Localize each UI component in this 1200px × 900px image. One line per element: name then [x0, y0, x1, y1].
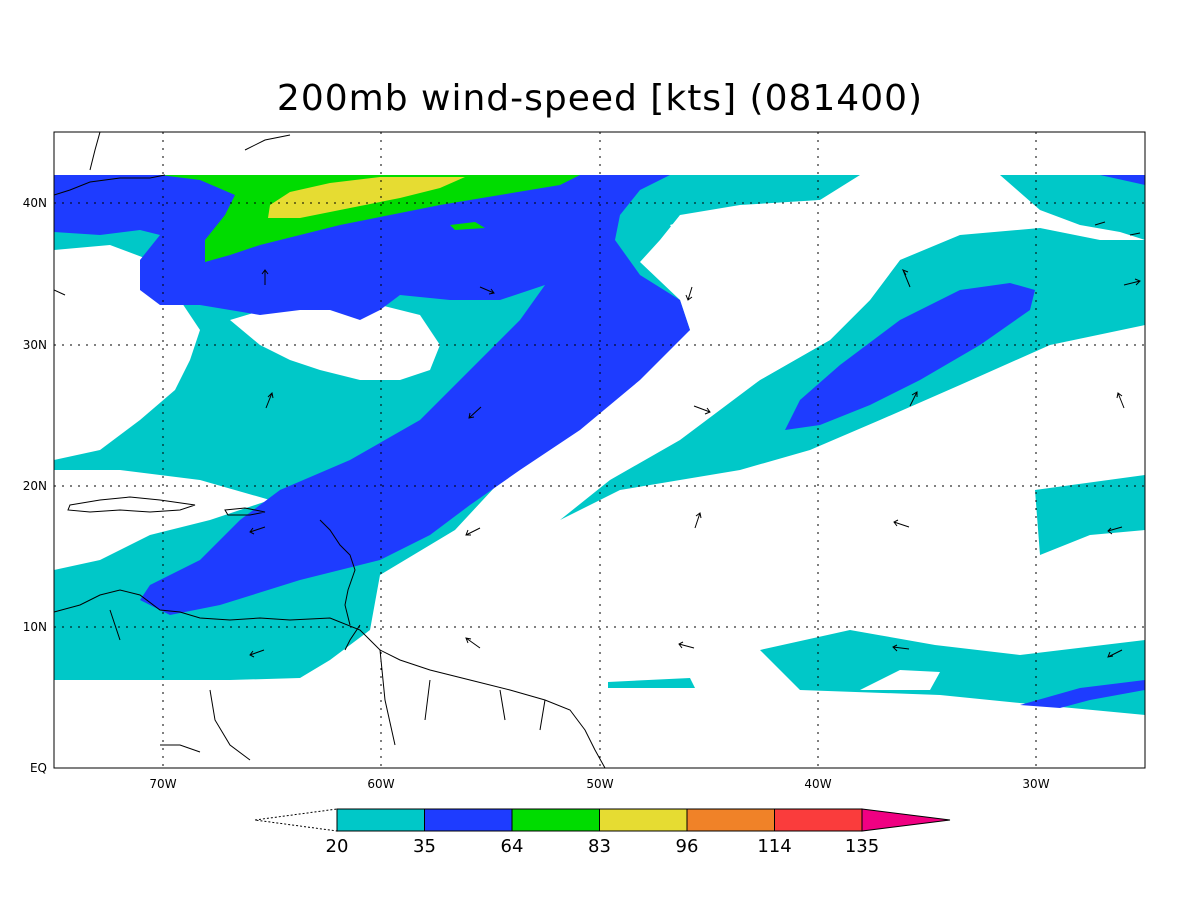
legend-label-114: 114	[757, 836, 791, 857]
cuba-hispaniola	[67, 496, 266, 516]
wind-vectors	[249, 268, 1141, 658]
wind-band-35-64-jet	[54, 175, 690, 615]
wind-arrow	[465, 637, 481, 649]
plot-frame	[53, 131, 1146, 769]
calm-area-southeast	[860, 670, 940, 690]
wind-band-64-83-small	[450, 222, 485, 230]
lesser-antilles	[319, 519, 361, 651]
calm-area-central	[560, 255, 900, 500]
lon-label-40w: 40W	[804, 777, 831, 791]
wind-arrow	[1107, 526, 1123, 535]
wind-arrow	[901, 268, 911, 288]
wind-arrow	[479, 286, 495, 295]
lon-label-60w: 60W	[367, 777, 394, 791]
legend-label-35: 35	[413, 836, 436, 857]
legend-label-64: 64	[501, 836, 524, 857]
wind-band-20-35-east	[1035, 475, 1145, 555]
wind-arrow	[893, 519, 910, 528]
north-america-coast	[54, 132, 291, 296]
lat-label-20n: 20N	[23, 479, 47, 493]
south-america-borders	[109, 609, 546, 761]
wind-arrow	[685, 286, 693, 301]
calm-area-southwest-gulf	[54, 470, 270, 570]
wind-arrow	[1123, 278, 1141, 286]
legend-swatch	[424, 808, 513, 832]
wind-arrow	[1116, 392, 1125, 409]
legend-swatch	[336, 808, 425, 832]
lat-label-30n: 30N	[23, 338, 47, 352]
wind-band-83-96	[268, 177, 465, 218]
legend-label-96: 96	[676, 836, 699, 857]
wind-band-64-83	[160, 175, 580, 262]
map-title: 200mb wind-speed [kts] (081400)	[276, 78, 924, 119]
legend-swatch	[511, 808, 600, 832]
lon-label-30w: 30W	[1022, 777, 1049, 791]
lon-label-70w: 70W	[149, 777, 176, 791]
legend-label-135: 135	[845, 836, 879, 857]
wind-arrow	[249, 649, 265, 658]
legend-high-arrow	[861, 808, 951, 832]
legend-label-83: 83	[588, 836, 611, 857]
lat-axis-labels: 40N 30N 20N 10N EQ	[23, 196, 47, 775]
wind-arrow	[468, 406, 482, 419]
lat-label-10n: 10N	[23, 620, 47, 634]
color-legend: 20 35 64 83 96 114 135	[254, 808, 951, 857]
lon-label-50w: 50W	[586, 777, 613, 791]
lat-label-40n: 40N	[23, 196, 47, 210]
calm-area-loop	[230, 300, 440, 380]
northeast-islands	[1094, 221, 1141, 236]
wind-arrow	[678, 641, 695, 649]
wind-band-20-35-small	[608, 678, 695, 688]
calm-area-northcentral	[670, 180, 880, 265]
legend-swatch	[774, 808, 863, 832]
wind-band-20-35-south	[760, 630, 1145, 715]
wind-band-35-64-southeast	[1020, 680, 1145, 708]
wind-arrow	[249, 526, 266, 535]
wind-arrow	[1107, 649, 1123, 658]
south-america-coast	[54, 589, 606, 768]
wind-arrow	[465, 527, 481, 536]
coastlines	[54, 132, 1141, 768]
wind-arrow	[261, 269, 269, 285]
legend-swatch	[599, 808, 688, 832]
wind-band-35-64-east-core	[785, 283, 1035, 430]
wind-arrow	[265, 391, 274, 409]
wind-band-20-35-north	[1000, 175, 1145, 240]
wind-speed-shading	[54, 132, 1145, 768]
legend-label-20: 20	[326, 836, 349, 857]
wind-band-35-64-northeast-corner	[1100, 175, 1145, 185]
wind-arrow	[892, 644, 910, 652]
wind-arrow	[694, 512, 702, 529]
wind-arrow	[909, 391, 918, 407]
lat-label-eq: EQ	[30, 761, 47, 775]
legend-swatch	[686, 808, 775, 832]
lon-axis-labels: 70W 60W 50W 40W 30W	[149, 777, 1049, 791]
graticule	[54, 132, 1145, 768]
wind-arrow	[693, 405, 711, 415]
legend-low-arrow	[254, 808, 338, 832]
